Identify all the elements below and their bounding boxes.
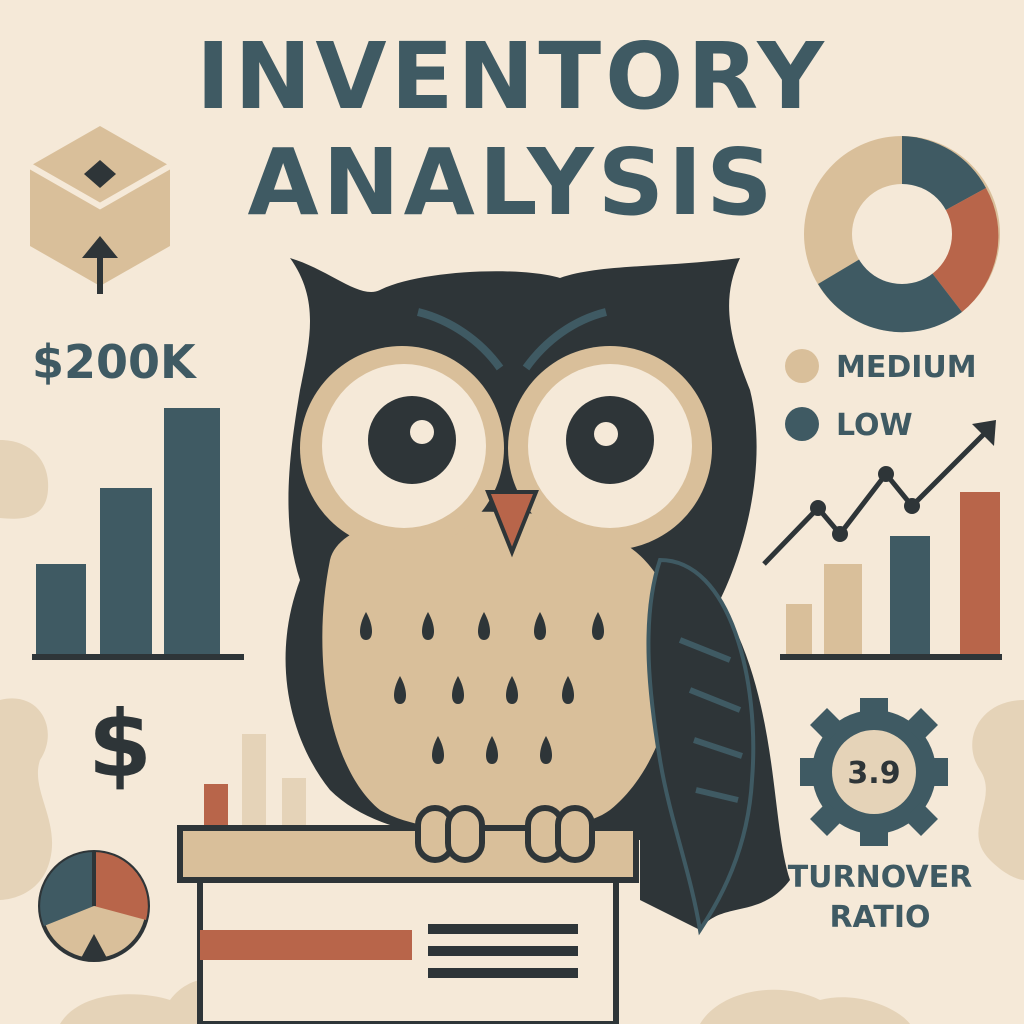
kpi-value: $200K [32, 335, 196, 389]
legend-label-medium: MEDIUM [836, 350, 977, 385]
desk-stack [177, 825, 639, 1024]
left-bar-axis [32, 654, 244, 660]
turnover-label-line-1: TURNOVER [787, 860, 973, 895]
right-bar-1 [786, 604, 812, 656]
title-line-2: ANALYSIS [247, 129, 777, 236]
left-bar-chart [32, 408, 244, 660]
right-bar-4 [960, 492, 1000, 656]
title-line-1: INVENTORY [196, 23, 828, 130]
legend-label-low: LOW [836, 408, 913, 443]
trend-line-icon [762, 420, 996, 566]
mini-bar-2 [242, 734, 266, 830]
bg-blob-bottom-right [700, 989, 910, 1024]
pie-chart-icon [38, 850, 150, 962]
left-bar-2 [100, 488, 152, 656]
owl-feet [415, 805, 595, 863]
right-bar-chart [780, 492, 1002, 660]
gear-icon [800, 698, 948, 846]
up-arrow-icon [82, 236, 118, 294]
mini-bar-3 [282, 778, 306, 830]
turnover-value: 3.9 [847, 756, 901, 791]
dollar-icon: $ [88, 691, 153, 798]
left-bar-1 [36, 564, 86, 656]
donut-chart-icon [804, 136, 1000, 333]
left-bar-3 [164, 408, 220, 656]
bg-blob-left [0, 440, 49, 519]
right-bar-2 [824, 564, 862, 656]
right-bar-axis [780, 654, 1002, 660]
legend-dot-medium [785, 349, 819, 383]
owl-illustration [285, 258, 790, 936]
bg-blob-right [972, 700, 1024, 880]
turnover-label-line-2: RATIO [829, 900, 931, 935]
right-bar-3 [890, 536, 930, 656]
bg-blob-left-bottom [0, 698, 53, 900]
box-icon [28, 126, 172, 286]
legend-dot-low [785, 407, 819, 441]
mini-bar-1 [204, 784, 228, 830]
